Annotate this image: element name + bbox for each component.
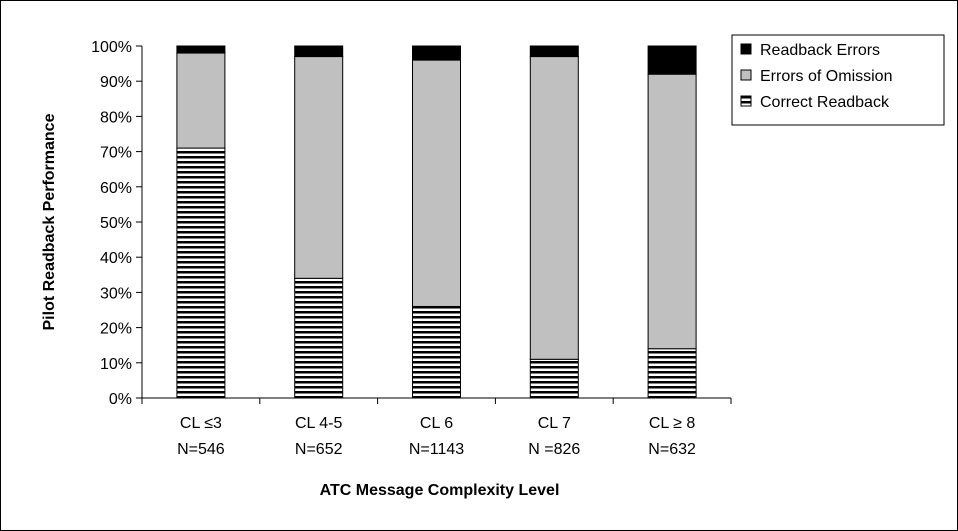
- legend-swatch: [740, 95, 752, 107]
- bar-segment-readback-errors: [176, 45, 226, 54]
- y-tick-label: 80%: [100, 109, 132, 126]
- bar-segment-readback-errors: [294, 45, 344, 58]
- x-category-label: N=1143: [409, 441, 464, 458]
- y-tick-label: 0%: [109, 391, 132, 408]
- x-category-label: CL ≥ 8: [649, 415, 696, 432]
- x-category-label: CL 7: [538, 415, 571, 432]
- y-tick-label: 50%: [100, 215, 132, 232]
- y-tick-label: 100%: [91, 39, 132, 56]
- legend-label: Readback Errors: [760, 42, 880, 59]
- y-tick-label: 10%: [100, 356, 132, 373]
- bar-segment-correct-readback: [294, 277, 344, 399]
- x-category-label: N =826: [528, 441, 580, 458]
- legend-label: Correct Readback: [760, 94, 890, 111]
- bar-segment-correct-readback: [529, 358, 579, 399]
- bar-segment-readback-errors: [647, 45, 697, 75]
- y-tick-label: 90%: [100, 74, 132, 91]
- x-category-label: N=546: [177, 441, 225, 458]
- x-category-label: CL 4-5: [295, 415, 343, 432]
- y-tick-label: 30%: [100, 285, 132, 302]
- legend-box: [731, 34, 945, 126]
- bar-segment-readback-errors: [529, 45, 579, 58]
- bar-segment-errors-of-omission: [294, 56, 344, 279]
- bar-segment-errors-of-omission: [529, 56, 579, 360]
- y-axis-title: Pilot Readback Performance: [41, 113, 58, 330]
- x-category-label: CL 6: [420, 415, 453, 432]
- y-tick-label: 20%: [100, 321, 132, 338]
- x-category-label: CL ≤3: [180, 415, 222, 432]
- y-tick-label: 40%: [100, 250, 132, 267]
- x-category-label: N=652: [295, 441, 343, 458]
- bar-segment-correct-readback: [176, 147, 226, 399]
- bar-segment-readback-errors: [412, 45, 461, 61]
- legend-swatch: [740, 69, 752, 81]
- bar-segment-correct-readback: [412, 305, 461, 399]
- y-tick-label: 60%: [100, 180, 132, 197]
- plot-area: 0% 10% 20% 30% 40% 50% 60% 70% 80% 90% 100% CL ≤3 N=…: [41, 39, 732, 499]
- x-axis-title: ATC Message Complexity Level: [320, 482, 560, 499]
- x-category-label: N=632: [648, 441, 696, 458]
- bar-segment-errors-of-omission: [412, 59, 461, 307]
- y-tick-label: 70%: [100, 145, 132, 162]
- legend-label: Errors of Omission: [760, 68, 892, 85]
- legend: Readback Errors Errors of Omission Correct…: [731, 34, 945, 126]
- legend-swatch: [740, 43, 752, 55]
- bar-segment-correct-readback: [647, 348, 697, 399]
- bar-segment-errors-of-omission: [647, 73, 697, 350]
- bar-segment-errors-of-omission: [176, 52, 226, 149]
